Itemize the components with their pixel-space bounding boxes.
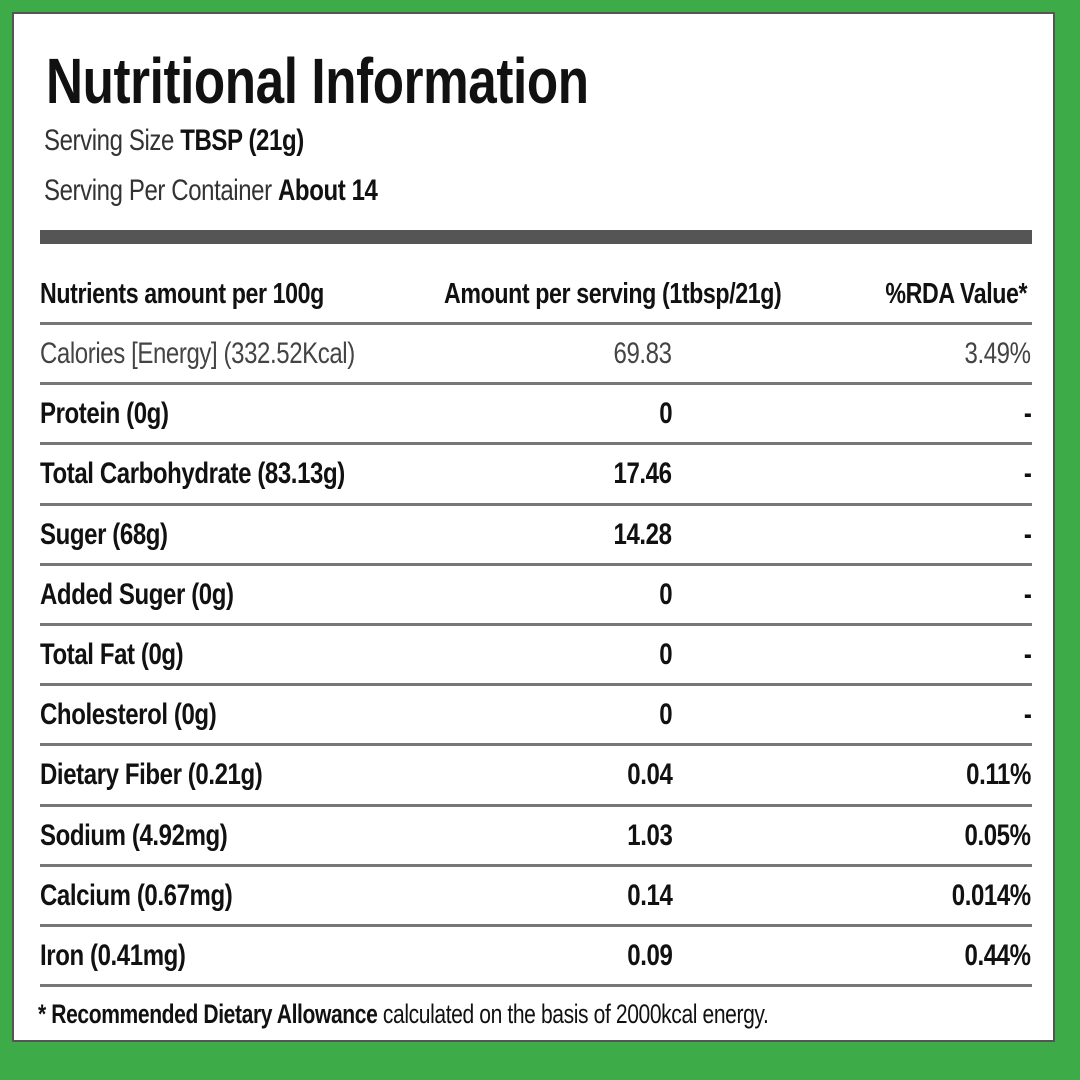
footnote-text: calculated on the basis of 2000kcal ener… [377,999,769,1029]
rda-value: - [1023,397,1031,431]
row-divider [40,442,1032,446]
row-divider [40,623,1032,626]
row-divider [40,562,1032,566]
serving-size: Serving Size TBSP (21g) [44,124,304,158]
amount-per-serving: 0 [659,638,672,671]
rda-value: - [1023,577,1031,611]
nutrient-name: Iron (0.41mg) [40,939,186,972]
nutrient-name: Total Fat (0g) [40,638,184,671]
amount-per-serving: 0 [659,577,672,611]
amount-per-serving: 17.46 [613,457,672,491]
table-row: Total Fat (0g) 0 - [14,625,1057,685]
row-divider [40,924,1032,927]
servings-per-container-label: Serving Per Container [44,174,272,207]
nutrient-name: Calories [Energy] (332.52Kcal) [40,337,355,370]
nutrient-name: Sodium (4.92mg) [40,818,228,852]
table-row: Protein (0g) 0 - [14,384,1057,444]
rda-value: - [1023,457,1031,491]
table-row: Calcium (0.67mg) 0.14 0.014% [14,866,1057,926]
serving-size-value: TBSP (21g) [180,124,304,157]
table-row: Cholesterol (0g) 0 - [14,685,1057,745]
servings-per-container-value: About 14 [278,174,378,207]
header-per-serving: Amount per serving (1tbsp/21g) [444,278,782,310]
thick-divider [40,230,1032,244]
amount-per-serving: 0.09 [626,939,673,972]
row-divider [40,984,1032,988]
table-row: Added Suger (0g) 0 - [14,565,1057,625]
nutrient-name: Calcium (0.67mg) [40,878,233,912]
row-divider [40,863,1032,867]
serving-size-label: Serving Size [44,124,174,157]
row-divider [40,382,1032,386]
amount-per-serving: 0.14 [626,878,673,912]
rda-value: 3.49% [964,337,1031,370]
rda-value: 0.014% [952,878,1031,912]
row-divider [40,322,1032,325]
nutrient-name: Total Carbohydrate (83.13g) [40,457,345,491]
rda-value: - [1023,638,1031,671]
row-divider [40,683,1032,687]
nutrition-label: Nutritional Information Serving Size TBS… [12,12,1055,1042]
table-row: Dietary Fiber (0.21g) 0.04 0.11% [14,745,1057,805]
nutrient-name: Dietary Fiber (0.21g) [40,758,263,792]
servings-per-container: Serving Per Container About 14 [44,174,378,208]
nutrient-name: Protein (0g) [40,397,169,431]
rda-value: 0.05% [964,818,1031,852]
row-divider [40,743,1032,747]
rda-value: - [1023,698,1031,732]
amount-per-serving: 14.28 [613,517,672,551]
row-divider [40,502,1032,506]
footnote-bold: * Recommended Dietary Allowance [38,999,378,1029]
amount-per-serving: 69.83 [613,337,672,370]
rda-value: 0.44% [964,939,1031,972]
amount-per-serving: 0.04 [626,758,673,792]
row-divider [40,803,1032,807]
footnote: * Recommended Dietary Allowance calculat… [38,999,769,1030]
header-nutrients: Nutrients amount per 100g [40,278,324,310]
rda-value: 0.11% [966,758,1031,792]
amount-per-serving: 1.03 [626,818,673,852]
header-rda: %RDA Value* [885,278,1027,310]
table-row: Calories [Energy] (332.52Kcal) 69.83 3.49% [14,324,1057,384]
table-row: Total Carbohydrate (83.13g) 17.46 - [14,444,1057,504]
label-title: Nutritional Information [46,45,589,117]
amount-per-serving: 0 [659,698,672,732]
nutrient-name: Suger (68g) [40,517,168,551]
table-row: Iron (0.41mg) 0.09 0.44% [14,926,1057,986]
table-row: Suger (68g) 14.28 - [14,505,1057,565]
rda-value: - [1023,517,1031,551]
amount-per-serving: 0 [659,397,672,431]
table-row: Sodium (4.92mg) 1.03 0.05% [14,806,1057,866]
nutrient-name: Added Suger (0g) [40,577,234,611]
nutrient-name: Cholesterol (0g) [40,698,217,732]
